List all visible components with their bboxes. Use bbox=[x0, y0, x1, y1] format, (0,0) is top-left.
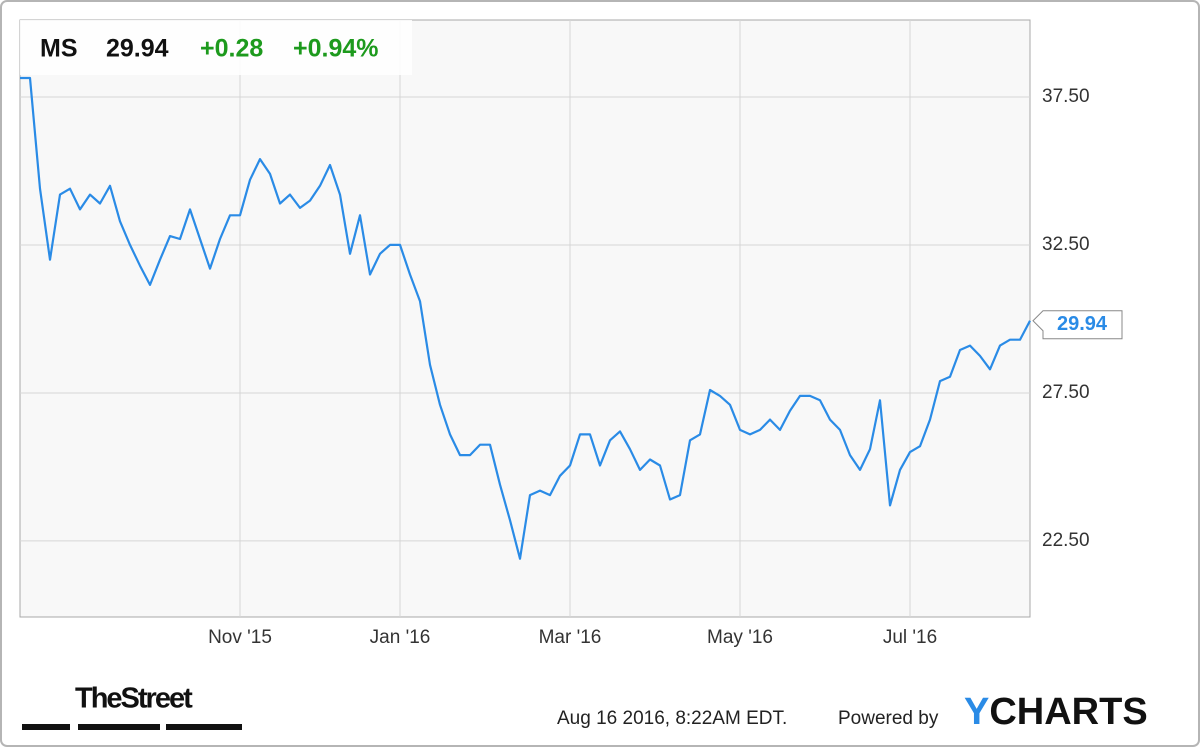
x-tick-label: Mar '16 bbox=[539, 627, 602, 648]
source-logo: TheStreet bbox=[75, 683, 193, 715]
y-tick-label: 32.50 bbox=[1042, 234, 1090, 255]
ticker: MS bbox=[40, 35, 78, 63]
logo-rest: CHARTS bbox=[989, 691, 1147, 733]
header-box bbox=[20, 20, 412, 75]
y-tick-label: 37.50 bbox=[1042, 86, 1090, 107]
x-tick-label: Nov '15 bbox=[208, 627, 272, 648]
last-value-callout bbox=[1032, 310, 1123, 340]
change-pct: +0.94% bbox=[293, 35, 379, 63]
change: +0.28 bbox=[200, 35, 263, 63]
logo-y: Y bbox=[964, 691, 989, 733]
price: 29.94 bbox=[106, 35, 169, 63]
powered-by: Powered by bbox=[838, 708, 939, 729]
y-tick-label: 22.50 bbox=[1042, 530, 1090, 551]
price-line bbox=[20, 76, 1031, 560]
last-value-label: 29.94 bbox=[1057, 313, 1108, 335]
x-tick-label: Jan '16 bbox=[370, 627, 431, 648]
logo-bar bbox=[166, 724, 242, 730]
grid bbox=[20, 20, 1030, 617]
x-tick-label: Jul '16 bbox=[883, 627, 937, 648]
plot-area bbox=[19, 19, 1031, 618]
timestamp: Aug 16 2016, 8:22AM EDT. bbox=[557, 708, 787, 729]
lines bbox=[20, 76, 1031, 560]
x-tick-label: May '16 bbox=[707, 627, 773, 648]
y-tick-label: 27.50 bbox=[1042, 382, 1090, 403]
ycharts-logo: YCHARTS bbox=[964, 691, 1148, 733]
logo-bar bbox=[22, 724, 70, 730]
logo-bar bbox=[78, 724, 160, 730]
